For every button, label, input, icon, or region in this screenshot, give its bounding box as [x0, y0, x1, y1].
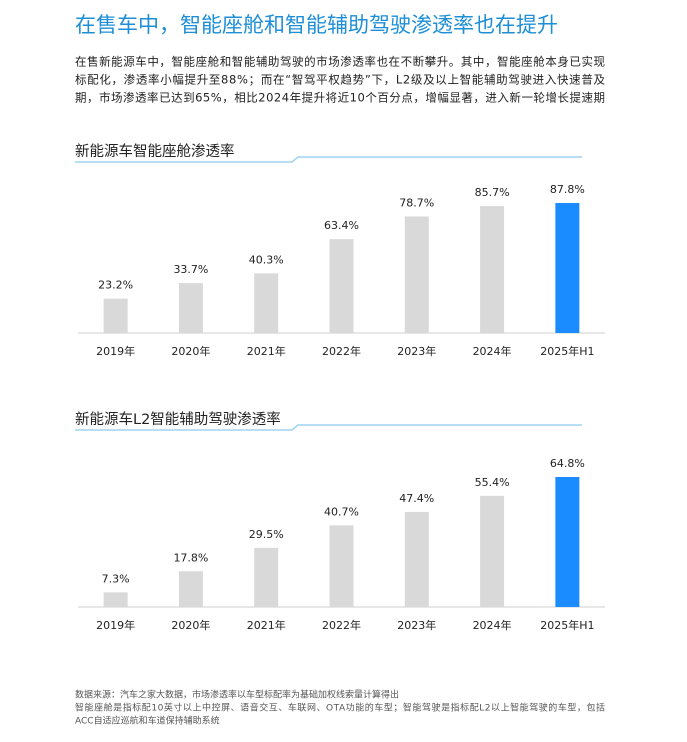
intro-line: 期，市场渗透率已达到65%，相比2024年提升将近10个百分点，增幅显著，进入新… — [75, 91, 605, 105]
x-tick-label: 2023年 — [397, 344, 436, 358]
value-label: 17.8% — [173, 551, 208, 564]
value-label: 78.7% — [399, 196, 434, 209]
x-tick-label: 2024年 — [473, 344, 512, 358]
x-tick-label: 2025年H1 — [540, 618, 594, 632]
value-label: 33.7% — [173, 263, 208, 276]
bar — [329, 239, 354, 333]
bar — [555, 203, 580, 333]
x-tick-label: 2023年 — [397, 618, 436, 632]
title-underline — [75, 156, 582, 163]
note-line: 智能座舱是指标配10英寸以上中控屏、语音交互、车联网、OTA功能的车型；智能驾驶… — [75, 702, 605, 714]
title-underline — [75, 424, 582, 431]
bar — [555, 477, 580, 607]
x-tick-label: 2022年 — [322, 344, 361, 358]
bar — [329, 525, 354, 607]
note-line: ACC自适应巡航和车道保持辅助系统 — [75, 715, 220, 727]
bar — [103, 298, 128, 333]
value-label: 40.3% — [249, 253, 284, 266]
value-label: 7.3% — [102, 572, 130, 585]
note-line: 数据来源：汽车之家大数据，市场渗透率以车型标配率为基础加权线索量计算得出 — [75, 689, 399, 701]
value-label: 40.7% — [324, 505, 359, 518]
x-tick-label: 2021年 — [247, 618, 286, 632]
value-label: 47.4% — [399, 492, 434, 505]
chart-title: 新能源车L2智能辅助驾驶渗透率 — [75, 411, 281, 428]
x-tick-label: 2025年H1 — [540, 344, 594, 358]
intro-line: 标配化，渗透率小幅提升至88%；而在“智驾平权趋势”下，L2级及以上智能辅助驾驶… — [75, 73, 606, 87]
x-tick-label: 2020年 — [171, 344, 210, 358]
value-label: 63.4% — [324, 219, 359, 232]
x-tick-label: 2022年 — [322, 618, 361, 632]
value-label: 55.4% — [475, 476, 510, 489]
bar — [404, 216, 429, 333]
bar — [480, 495, 505, 607]
bar — [254, 273, 279, 333]
value-label: 23.2% — [98, 279, 133, 292]
page-title: 在售车中，智能座舱和智能辅助驾驶渗透率也在提升 — [75, 13, 558, 37]
bar — [178, 283, 203, 333]
bar — [404, 511, 429, 607]
x-tick-label: 2024年 — [473, 618, 512, 632]
x-tick-label: 2020年 — [171, 618, 210, 632]
bar — [178, 571, 203, 607]
x-tick-label: 2021年 — [247, 344, 286, 358]
value-label: 87.8% — [550, 183, 585, 196]
value-label: 29.5% — [249, 528, 284, 541]
value-label: 64.8% — [550, 457, 585, 470]
value-label: 85.7% — [475, 186, 510, 199]
chart-title: 新能源车智能座舱渗透率 — [75, 143, 235, 160]
bar — [254, 547, 279, 607]
x-tick-label: 2019年 — [96, 618, 135, 632]
x-tick-label: 2019年 — [96, 344, 135, 358]
bar — [103, 592, 128, 607]
intro-line: 在售新能源车中，智能座舱和智能辅助驾驶的市场渗透率也在不断攀升。其中，智能座舱本… — [75, 55, 605, 69]
bar — [480, 206, 505, 333]
